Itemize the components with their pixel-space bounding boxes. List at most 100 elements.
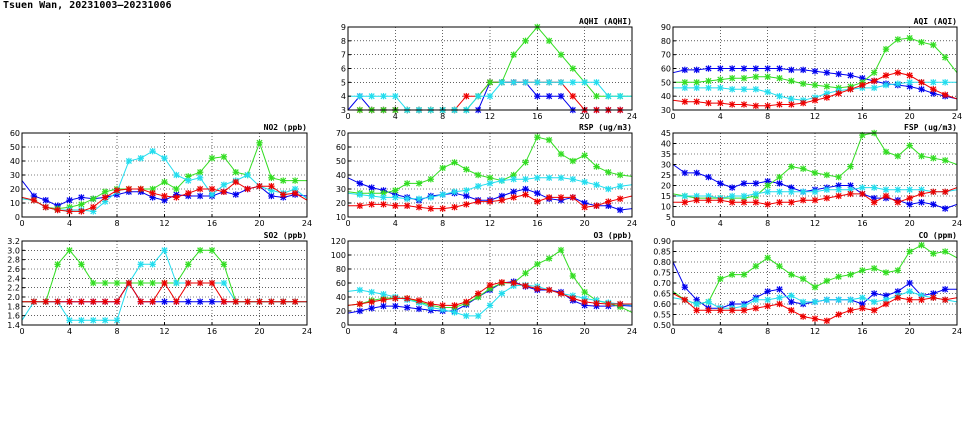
data-point: [463, 201, 470, 208]
y-tick-label: 6: [341, 65, 346, 74]
y-tick-label: 1.6: [7, 312, 20, 321]
data-point: [752, 73, 760, 80]
data-point: [101, 317, 109, 324]
data-point: [788, 271, 795, 278]
data-point: [918, 79, 925, 86]
data-point: [764, 296, 771, 303]
data-point: [764, 201, 771, 208]
x-tick-label: 12: [159, 219, 169, 228]
data-point: [823, 296, 831, 303]
y-tick-label: 15: [661, 192, 671, 201]
chart-co: 0 4 8 12 16 20 240.500.550.600.650.700.750.800…: [653, 231, 962, 336]
data-point: [681, 98, 689, 105]
data-point: [941, 296, 949, 303]
data-point: [196, 192, 204, 200]
data-point: [196, 169, 204, 176]
data-point: [882, 72, 890, 79]
data-point: [693, 197, 700, 204]
data-point: [764, 288, 771, 295]
data-point: [486, 174, 494, 181]
x-tick-label: 8: [765, 112, 770, 121]
data-point: [392, 295, 399, 302]
y-tick-label: 20: [661, 182, 671, 191]
data-point: [740, 271, 748, 278]
data-point: [368, 288, 375, 296]
data-point: [42, 204, 49, 211]
y-tick-label: 2.0: [7, 293, 20, 302]
data-point: [728, 184, 736, 191]
data-point: [392, 302, 399, 310]
data-point: [220, 153, 228, 160]
data-point: [728, 86, 736, 93]
data-point: [125, 279, 133, 287]
data-point: [681, 296, 689, 303]
data-point: [764, 188, 771, 195]
data-point: [439, 205, 446, 212]
data-point: [196, 185, 204, 193]
y-tick-label: 7: [341, 51, 346, 60]
data-point: [439, 302, 446, 309]
data-point: [415, 297, 423, 304]
chart-title: NO2 (ppb): [264, 123, 307, 132]
data-point: [906, 194, 913, 202]
data-point: [474, 290, 482, 297]
x-tick-label: 12: [485, 112, 495, 121]
data-point: [220, 181, 228, 188]
data-point: [268, 298, 275, 305]
x-tick-label: 12: [485, 219, 495, 228]
data-point: [557, 79, 565, 86]
data-point: [906, 142, 913, 149]
y-tick-label: 5: [341, 78, 346, 87]
data-point: [593, 92, 600, 100]
data-point: [811, 188, 819, 195]
chart-title: FSP (ug/m3): [904, 123, 957, 132]
data-point: [918, 39, 925, 46]
data-point: [415, 180, 423, 187]
data-point: [208, 155, 216, 162]
grid-no2: [21, 132, 308, 218]
chart-title: AQHI (AQHI): [579, 17, 632, 26]
data-point: [486, 92, 494, 100]
data-point: [918, 296, 925, 303]
data-point: [380, 302, 387, 310]
data-point: [196, 298, 204, 305]
data-point: [870, 298, 878, 306]
data-point: [870, 184, 878, 191]
data-point: [427, 176, 435, 183]
data-point: [498, 79, 506, 86]
data-point: [185, 261, 192, 268]
data-point: [847, 271, 854, 278]
data-point: [728, 307, 736, 314]
data-point: [799, 188, 807, 195]
data-point: [498, 290, 506, 297]
data-point: [764, 182, 771, 189]
y-tick-label: 40: [336, 293, 346, 302]
data-point: [149, 190, 156, 197]
data-point: [906, 79, 913, 86]
data-point: [823, 277, 831, 285]
data-point: [870, 69, 878, 76]
data-point: [835, 186, 842, 193]
data-point: [894, 80, 902, 87]
data-point: [705, 197, 712, 204]
data-point: [474, 183, 482, 190]
data-point: [693, 98, 700, 105]
data-point: [918, 86, 925, 93]
data-point: [101, 298, 109, 305]
data-point: [557, 150, 565, 158]
data-point: [534, 174, 541, 181]
data-point: [510, 176, 517, 183]
data-point: [557, 51, 565, 58]
data-point: [693, 84, 700, 92]
data-point: [474, 312, 482, 320]
y-tick-label: 50: [10, 143, 20, 152]
x-tick-label: 4: [393, 112, 398, 121]
data-point: [847, 296, 854, 303]
y-tick-label: 60: [336, 143, 346, 152]
data-point: [847, 86, 854, 93]
data-point: [823, 83, 831, 90]
data-point: [799, 298, 807, 306]
data-point: [581, 204, 588, 211]
data-point: [616, 92, 624, 100]
y-tick-label: 20: [336, 199, 346, 208]
